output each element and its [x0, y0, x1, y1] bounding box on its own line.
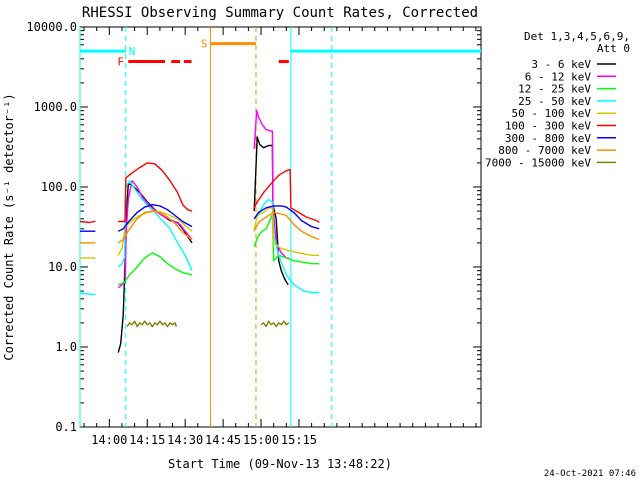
legend-label: 3 - 6 keV [531, 58, 591, 71]
series-line [253, 207, 320, 257]
x-tick-label: 15:00 [243, 433, 279, 447]
timestamp: 24-Oct-2021 07:46 [544, 469, 636, 479]
legend-label: 100 - 300 keV [505, 120, 591, 133]
x-tick-label: 14:45 [205, 433, 241, 447]
y-tick-label: 1.0 [55, 340, 77, 354]
night-flag-label: N [129, 45, 136, 58]
series-line [79, 292, 96, 296]
legend-label: 800 - 7000 keV [498, 144, 591, 157]
series-line [253, 198, 320, 294]
series-line [79, 220, 96, 224]
y-tick-label: 10000.0 [26, 20, 77, 34]
series-line [118, 162, 193, 223]
legend-header-att: Att 0 [597, 42, 630, 55]
chart-title: RHESSI Observing Summary Count Rates, Co… [82, 5, 478, 21]
x-tick-label: 14:15 [129, 433, 165, 447]
series-line [253, 168, 320, 224]
observing-flags: FN S [79, 27, 481, 427]
series-line [253, 213, 320, 265]
legend-label: 6 - 12 keV [525, 70, 592, 83]
y-tick-label: 10.0 [48, 260, 77, 274]
x-tick-label: 14:00 [91, 433, 127, 447]
series-line [117, 182, 193, 353]
series-line [80, 257, 96, 260]
legend-label: 7000 - 15000 keV [485, 156, 591, 169]
series-line [117, 179, 193, 271]
series-line [117, 203, 193, 232]
x-tick-label: 14:30 [167, 433, 203, 447]
x-tick-label: 15:15 [281, 433, 317, 447]
series-line [253, 109, 289, 259]
y-tick-label: 0.1 [55, 420, 77, 434]
legend-header: Det 1,3,4,5,6,9, [524, 30, 630, 43]
series-line [118, 252, 193, 286]
plot-frame [79, 26, 482, 428]
legend-label: 300 - 800 keV [505, 132, 591, 145]
y-tick-label: 100.0 [41, 180, 77, 194]
series-line [117, 179, 193, 289]
y-tick-label: 1000.0 [34, 100, 77, 114]
series-line [260, 320, 290, 328]
series-line [117, 210, 193, 244]
y-axis-label: Corrected Count Rate (s⁻¹ detector⁻¹) [2, 93, 16, 360]
series-line [253, 136, 289, 286]
saa-flag-label: S [201, 38, 208, 51]
series-line [253, 211, 320, 241]
series-line [253, 205, 320, 230]
x-axis-label: Start Time (09-Nov-13 13:48:22) [168, 457, 392, 471]
series-lines [79, 109, 320, 353]
legend-label: 12 - 25 keV [518, 83, 591, 96]
legend-label: 50 - 100 keV [512, 107, 592, 120]
series-line [126, 320, 177, 328]
flare-flag-label: F [117, 56, 124, 69]
legend-label: 25 - 50 keV [518, 95, 591, 108]
